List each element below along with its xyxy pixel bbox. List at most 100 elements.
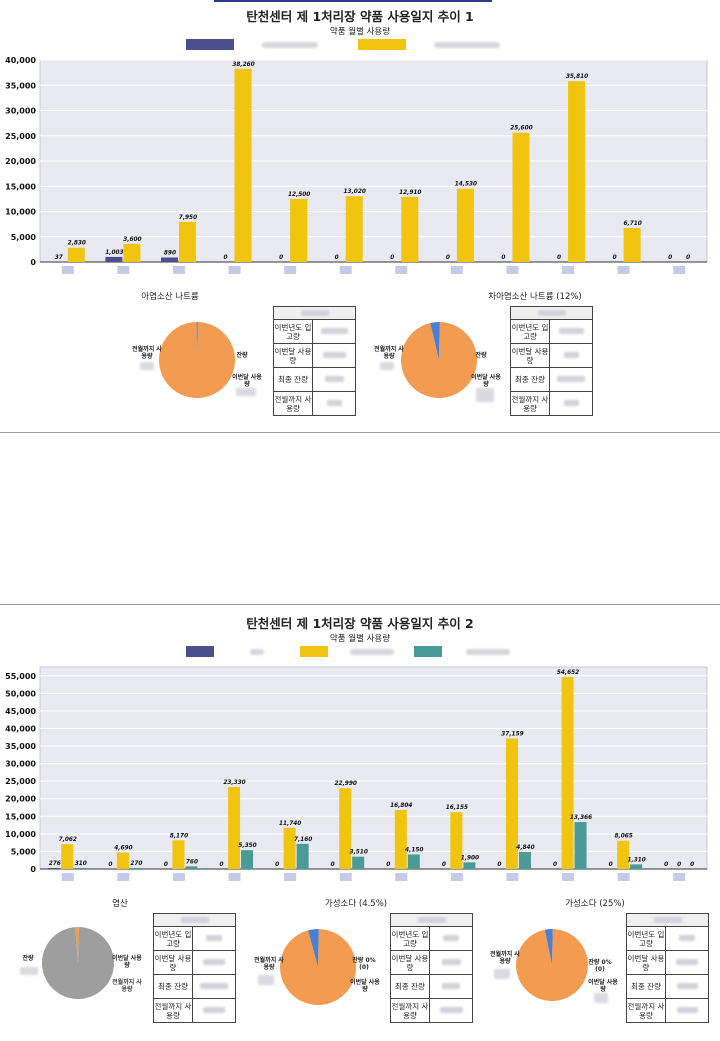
bar-value-label: 11,740 xyxy=(279,821,301,827)
legend-swatch-series-2 xyxy=(300,646,328,657)
y-tick-label: 40,000 xyxy=(5,56,36,65)
bar xyxy=(290,199,307,262)
bar xyxy=(117,853,129,869)
x-tick-label-blur xyxy=(673,873,685,881)
y-tick-label: 35,000 xyxy=(5,81,36,90)
chart-subtitle: 약품 월별 사용량 xyxy=(0,25,720,37)
pie-chart-sodium-chlorite xyxy=(155,318,239,402)
table-row-value xyxy=(550,320,593,344)
table-row-label: 이번달 사용량 xyxy=(154,951,193,975)
chart-panel-2: 탄천센터 제 1처리장 약품 사용일지 추이 2 약품 월별 사용량 05,00… xyxy=(0,604,720,1041)
bar xyxy=(105,257,122,262)
pie-label-remaining: 잔량 0% (0) xyxy=(588,959,612,973)
pie-label-used-to-last: 전월까지 사용량 xyxy=(130,346,164,360)
table-row-value xyxy=(430,975,473,999)
x-tick-label-blur xyxy=(618,266,630,274)
table-row-label: 전월까지 사용량 xyxy=(391,999,430,1023)
y-tick-label: 0 xyxy=(30,258,36,267)
table-row-label: 이번달 사용량 xyxy=(511,344,550,368)
y-tick-label: 45,000 xyxy=(5,707,36,716)
bar xyxy=(463,862,475,869)
table-header-blur xyxy=(181,917,209,923)
bar xyxy=(401,197,418,262)
y-tick-label: 10,000 xyxy=(5,208,36,217)
table-row: 이번달 사용량 xyxy=(511,344,593,368)
table-row: 전월까지 사용량 xyxy=(511,392,593,416)
pie-label-used-to-last: 전월까지 사용량 xyxy=(252,957,286,971)
table-row: 최종 잔량 xyxy=(627,975,709,999)
table-row-value xyxy=(666,975,709,999)
bar-value-label: 7,062 xyxy=(59,837,77,843)
y-tick-label: 5,000 xyxy=(11,233,37,242)
bar xyxy=(48,868,60,869)
pie-label-this-month: 이번달 사용량 xyxy=(232,374,262,388)
table-row-value xyxy=(666,951,709,975)
table-row-value xyxy=(666,999,709,1023)
bar-value-label: 0 xyxy=(668,255,672,261)
table-row-label: 이번년도 입고량 xyxy=(511,320,550,344)
table-row-label: 전월까지 사용량 xyxy=(511,392,550,416)
table-row-label: 이번년도 입고량 xyxy=(627,927,666,951)
bar-value-label: 0 xyxy=(442,862,446,868)
x-tick-label-blur xyxy=(284,266,296,274)
x-tick-label-blur xyxy=(451,873,463,881)
pie-chart-sodium-hypochlorite xyxy=(397,318,481,402)
bar-chart-2: 05,00010,00015,00020,00025,00030,00035,0… xyxy=(0,661,720,889)
table-row-label: 최종 잔량 xyxy=(154,975,193,999)
bar-value-label: 0 xyxy=(501,255,505,261)
y-tick-label: 15,000 xyxy=(5,182,36,191)
bar-value-label: 0 xyxy=(690,862,694,868)
x-tick-label-blur xyxy=(229,873,241,881)
chart-panel-1: 탄천센터 제 1처리장 약품 사용일지 추이 1 약품 월별 사용량 0 5,00… xyxy=(0,0,720,433)
pie-label-remaining: 잔량 0% (0) xyxy=(352,957,376,971)
x-tick-label-blur xyxy=(62,266,74,274)
bar xyxy=(346,196,363,262)
bar xyxy=(161,258,178,262)
bar-value-label: 16,804 xyxy=(390,803,412,809)
bar-value-label: 0 xyxy=(331,862,335,868)
bar-value-label: 0 xyxy=(275,862,279,868)
table-row: 이번년도 입고량 xyxy=(627,927,709,951)
legend-swatch-series-1 xyxy=(186,646,214,657)
bar-value-label: 310 xyxy=(75,861,87,867)
y-tick-label: 35,000 xyxy=(5,742,36,751)
bar-value-label: 890 xyxy=(164,251,176,257)
pie-chart-caustic-soda-4-5 xyxy=(278,927,358,1007)
pie-value-blur xyxy=(594,993,608,1003)
bar xyxy=(172,840,184,869)
y-tick-label: 0 xyxy=(30,865,36,874)
bar-value-label: 0 xyxy=(164,862,168,868)
table-header-blur xyxy=(654,917,682,923)
table-row-value xyxy=(550,344,593,368)
y-tick-label: 10,000 xyxy=(5,830,36,839)
table-row: 이번달 사용량 xyxy=(274,344,356,368)
table-row-value xyxy=(430,999,473,1023)
bar-value-label: 6,710 xyxy=(623,221,641,227)
table-header xyxy=(627,914,709,927)
bar-value-label: 54,652 xyxy=(557,670,579,676)
bar-chart-1: 05,00010,00015,00020,00025,00030,00035,0… xyxy=(0,52,720,282)
table-row-label: 전월까지 사용량 xyxy=(274,392,313,416)
pie-label-used-to-last: 전월까지 사용량 xyxy=(112,979,142,993)
table-row-value xyxy=(193,999,236,1023)
bar xyxy=(241,850,253,869)
y-tick-label: 20,000 xyxy=(5,157,36,166)
table-row-label: 최종 잔량 xyxy=(391,975,430,999)
bar-value-label: 0 xyxy=(609,862,613,868)
pie-label-remaining: 잔량 xyxy=(20,955,36,962)
pie-value-blur xyxy=(140,362,154,370)
table-row-value xyxy=(313,392,356,416)
table-row-label: 최종 잔량 xyxy=(511,368,550,392)
pie-title: 아염소산 나트륨 xyxy=(120,290,220,302)
table-row-label: 이번년도 입고량 xyxy=(391,927,430,951)
x-tick-label-blur xyxy=(506,266,518,274)
pie-value-blur xyxy=(236,388,256,396)
table-row: 이번달 사용량 xyxy=(391,951,473,975)
y-tick-label: 30,000 xyxy=(5,107,36,116)
table-row-label: 전월까지 사용량 xyxy=(627,999,666,1023)
y-tick-label: 30,000 xyxy=(5,760,36,769)
chart-title: 탄천센터 제 1처리장 약품 사용일지 추이 1 xyxy=(0,6,720,25)
bar-value-label: 1,003 xyxy=(105,250,123,256)
bar-value-label: 0 xyxy=(108,862,112,868)
table-header xyxy=(274,307,356,320)
